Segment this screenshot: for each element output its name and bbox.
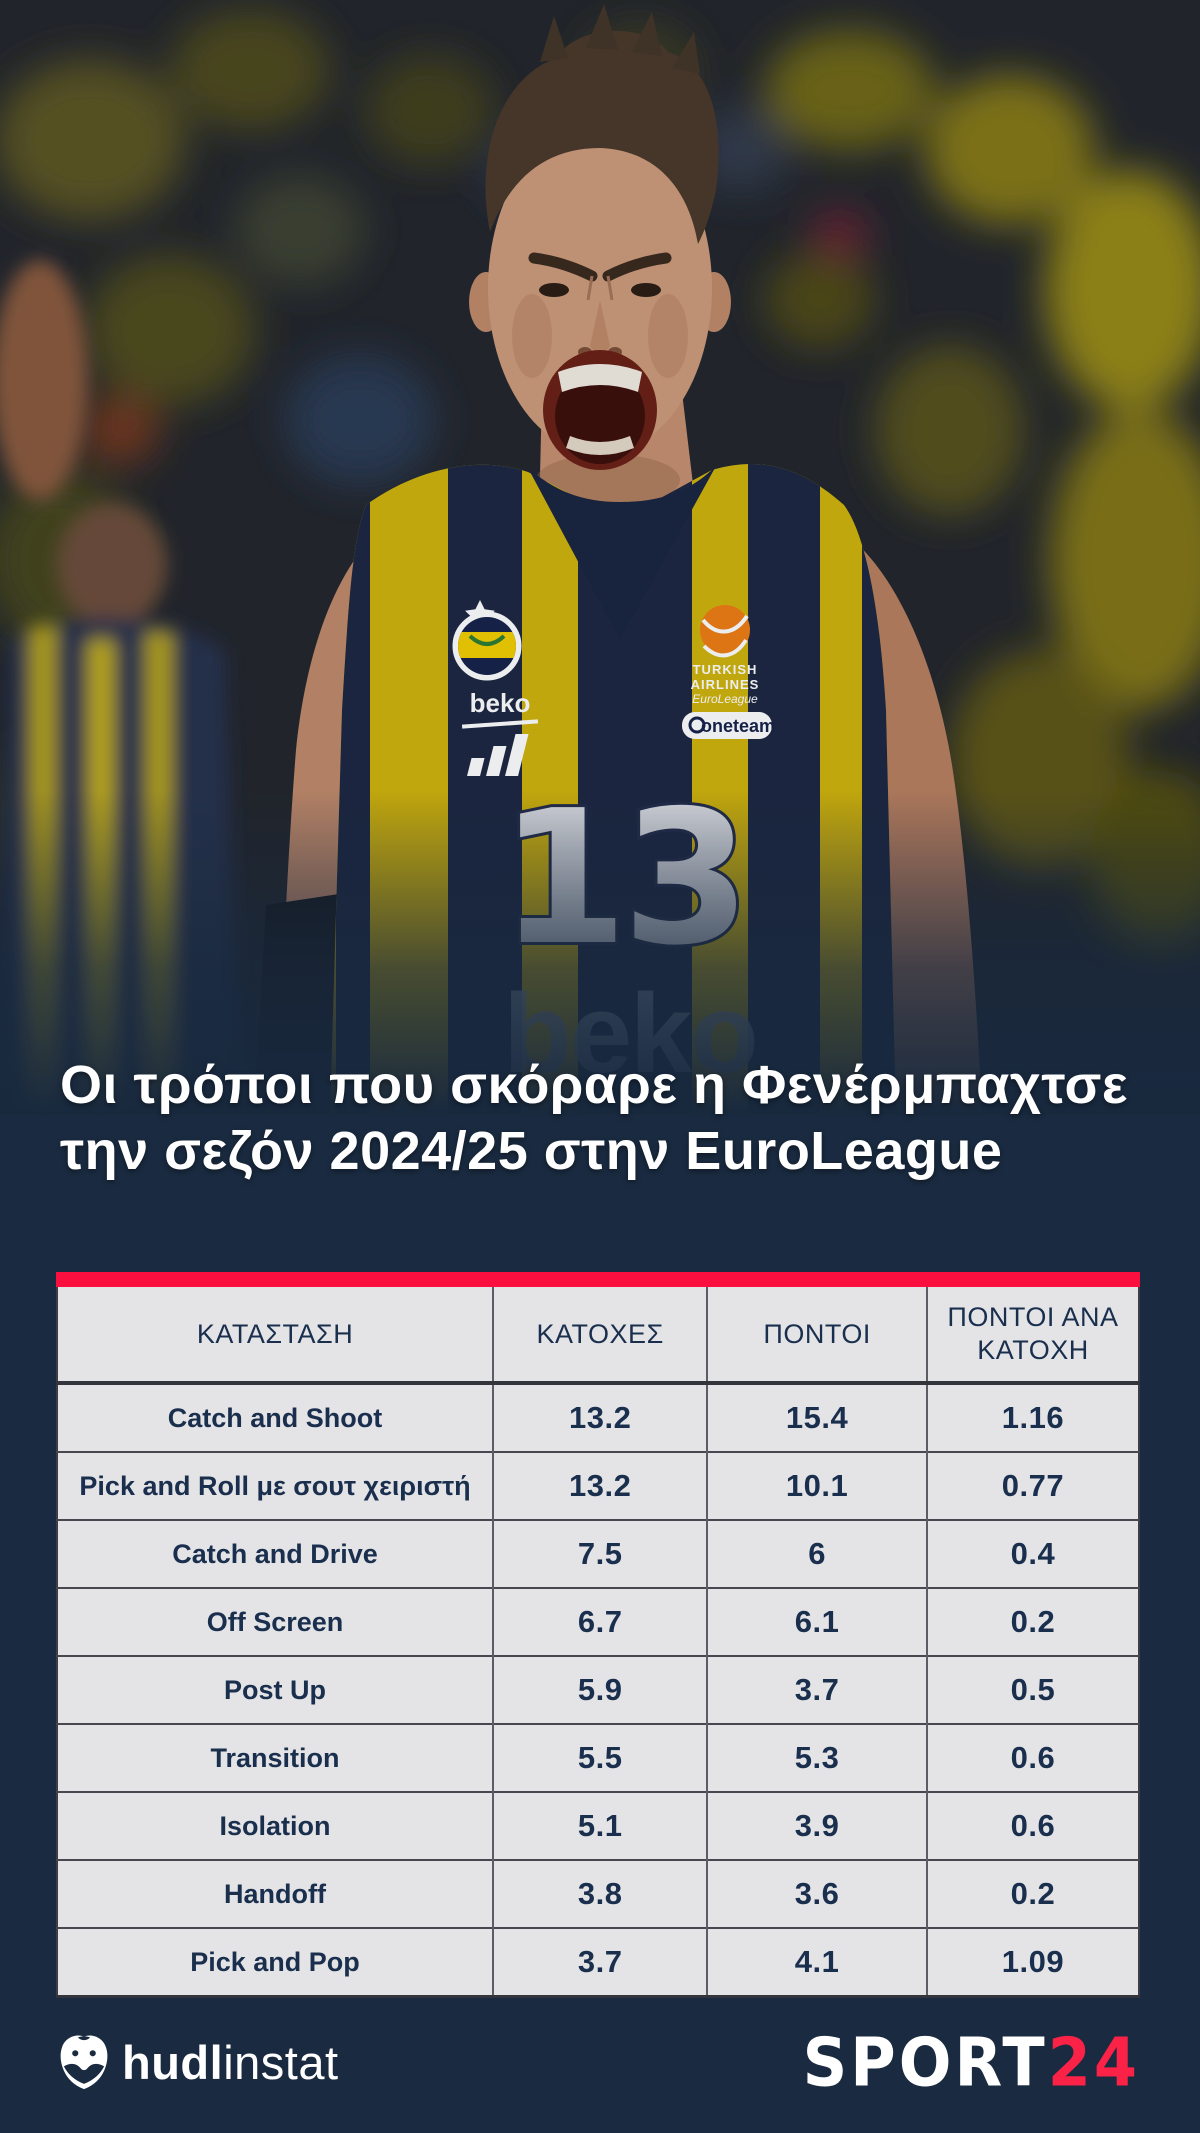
- table-row: Isolation 5.1 3.9 0.6: [57, 1791, 1139, 1860]
- cell-points-per-possession: 0.5: [925, 1655, 1139, 1724]
- table-header-row: ΚΑΤΑΣΤΑΣΗ ΚΑΤΟΧΕΣ ΠΟΝΤΟΙ ΠΟΝΤΟΙ ΑΝΑ ΚΑΤΟ…: [57, 1287, 1139, 1385]
- sport-text: SPORT: [802, 2022, 1048, 2102]
- svg-text:AIRLINES: AIRLINES: [691, 677, 760, 692]
- player-head: [469, 4, 731, 470]
- cell-possessions: 3.7: [492, 1927, 708, 1997]
- cell-points-per-possession: 0.2: [925, 1587, 1139, 1656]
- cell-situation: Handoff: [57, 1859, 494, 1928]
- page-title: Οι τρόποι που σκόραρε η Φενέρμπαχτσε την…: [60, 1052, 1160, 1184]
- cell-possessions: 7.5: [492, 1519, 708, 1588]
- hudl-text: hudl: [122, 2035, 224, 2089]
- stats-table: ΚΑΤΑΣΤΑΣΗ ΚΑΤΟΧΕΣ ΠΟΝΤΟΙ ΠΟΝΤΟΙ ΑΝΑ ΚΑΤΟ…: [56, 1287, 1140, 1998]
- cell-points: 3.9: [706, 1791, 927, 1860]
- header-situation: ΚΑΤΑΣΤΑΣΗ: [57, 1287, 494, 1385]
- sport24-logo: SPORT24: [803, 2023, 1140, 2102]
- cell-situation: Catch and Drive: [57, 1519, 494, 1588]
- cell-situation: Off Screen: [57, 1587, 494, 1656]
- hudl-instat-wordmark: hudlinstat: [122, 2035, 339, 2090]
- table-row: Catch and Shoot 13.2 15.4 1.16: [57, 1383, 1139, 1452]
- svg-text:TURKISH: TURKISH: [693, 662, 758, 677]
- cell-possessions: 5.1: [492, 1791, 708, 1860]
- photo-fade-overlay: [0, 790, 1200, 1115]
- cell-possessions: 5.9: [492, 1655, 708, 1724]
- cell-points-per-possession: 0.6: [925, 1723, 1139, 1792]
- svg-text:EuroLeague: EuroLeague: [692, 692, 758, 706]
- cell-points: 4.1: [706, 1927, 927, 1997]
- cell-points: 15.4: [706, 1383, 927, 1452]
- table-accent-bar: [56, 1272, 1140, 1287]
- cell-points-per-possession: 0.4: [925, 1519, 1139, 1588]
- cell-points: 6: [706, 1519, 927, 1588]
- cell-points-per-possession: 1.16: [925, 1383, 1139, 1452]
- instat-text: instat: [223, 2035, 339, 2089]
- cell-situation: Post Up: [57, 1655, 494, 1724]
- cell-points-per-possession: 1.09: [925, 1927, 1139, 1997]
- cell-situation: Isolation: [57, 1791, 494, 1860]
- player-photo: beko TURKISH AIRLINES EuroLeague oneteam…: [0, 0, 1200, 1115]
- cell-points: 3.7: [706, 1655, 927, 1724]
- table-row: Handoff 3.8 3.6 0.2: [57, 1859, 1139, 1928]
- cell-points-per-possession: 0.2: [925, 1859, 1139, 1928]
- header-possessions: ΚΑΤΟΧΕΣ: [492, 1287, 708, 1385]
- cell-possessions: 5.5: [492, 1723, 708, 1792]
- cell-situation: Pick and Roll με σουτ χειριστή: [57, 1451, 494, 1520]
- table-row: Transition 5.5 5.3 0.6: [57, 1723, 1139, 1792]
- cell-points-per-possession: 0.77: [925, 1451, 1139, 1520]
- header-points-per-possession: ΠΟΝΤΟΙ ΑΝΑ ΚΑΤΟΧΗ: [925, 1287, 1139, 1385]
- table-body: Catch and Shoot 13.2 15.4 1.16 Pick and …: [57, 1383, 1139, 1997]
- table-row: Off Screen 6.7 6.1 0.2: [57, 1587, 1139, 1656]
- cell-situation: Transition: [57, 1723, 494, 1792]
- oneteam-badge-text: oneteam: [701, 716, 775, 736]
- cell-possessions: 13.2: [492, 1451, 708, 1520]
- table-row: Pick and Pop 3.7 4.1 1.09: [57, 1927, 1139, 1997]
- cell-possessions: 13.2: [492, 1383, 708, 1452]
- crest-beko-text: beko: [470, 688, 531, 718]
- header-points: ΠΟΝΤΟΙ: [706, 1287, 927, 1385]
- table-row: Pick and Roll με σουτ χειριστή 13.2 10.1…: [57, 1451, 1139, 1520]
- fenerbahce-crest: [452, 600, 522, 681]
- table-row: Post Up 5.9 3.7 0.5: [57, 1655, 1139, 1724]
- title-line-2: την σεζόν 2024/25 στην EuroLeague: [60, 1121, 1003, 1181]
- cell-points: 5.3: [706, 1723, 927, 1792]
- euroleague-patch: TURKISH AIRLINES EuroLeague oneteam: [682, 605, 775, 739]
- adidas-icon: [467, 734, 529, 776]
- sport24-number: 24: [1047, 2022, 1140, 2102]
- cell-possessions: 3.8: [492, 1859, 708, 1928]
- hudl-lion-icon: [60, 2035, 108, 2090]
- cell-points-per-possession: 0.6: [925, 1791, 1139, 1860]
- title-line-1: Οι τρόποι που σκόραρε η Φενέρμπαχτσε: [60, 1055, 1129, 1115]
- table-row: Catch and Drive 7.5 6 0.4: [57, 1519, 1139, 1588]
- footer: hudlinstat SPORT24: [56, 2016, 1140, 2108]
- hudl-instat-logo: hudlinstat: [56, 2034, 339, 2090]
- cell-points: 3.6: [706, 1859, 927, 1928]
- cell-situation: Pick and Pop: [57, 1927, 494, 1997]
- cell-situation: Catch and Shoot: [167, 1402, 383, 1433]
- cell-points: 10.1: [706, 1451, 927, 1520]
- cell-possessions: 6.7: [492, 1587, 708, 1656]
- cell-points: 6.1: [706, 1587, 927, 1656]
- stats-table-section: ΚΑΤΑΣΤΑΣΗ ΚΑΤΟΧΕΣ ΠΟΝΤΟΙ ΠΟΝΤΟΙ ΑΝΑ ΚΑΤΟ…: [56, 1272, 1140, 1998]
